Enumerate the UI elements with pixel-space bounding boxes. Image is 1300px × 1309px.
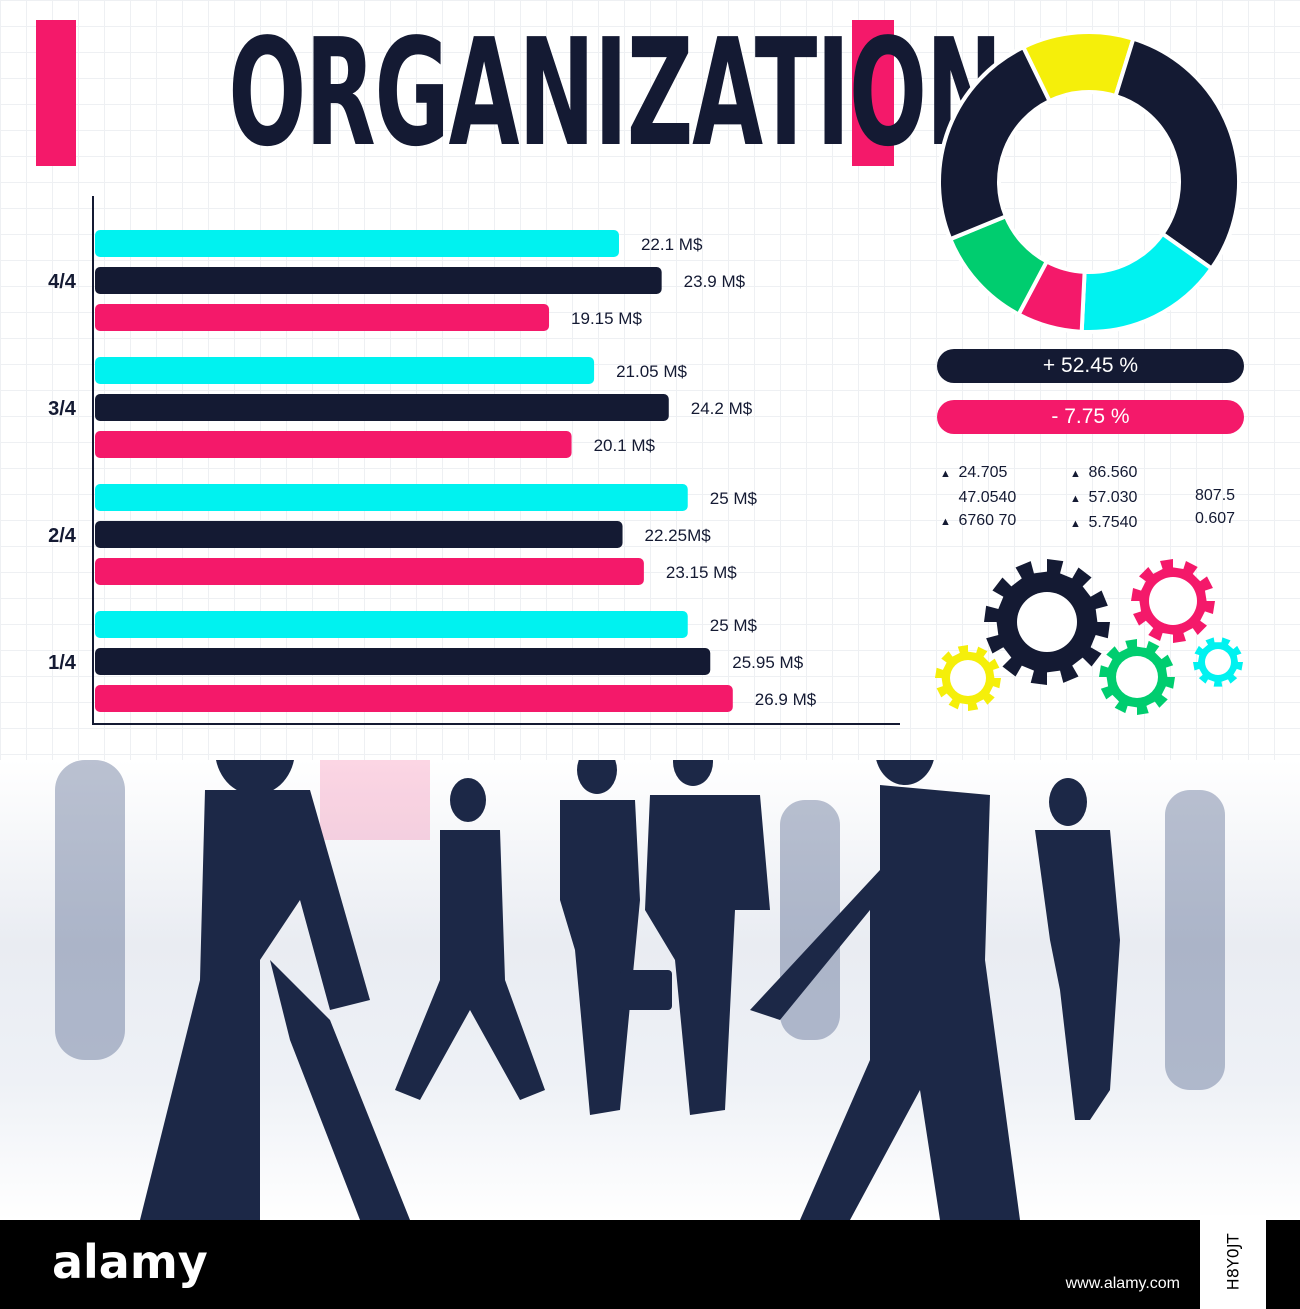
bar (95, 431, 572, 458)
bar-value-label: 22.25M$ (645, 526, 712, 545)
bar-value-label: 25 M$ (710, 616, 758, 635)
brand-url: www.alamy.com (1065, 1275, 1180, 1292)
stats-column-3: 807.5 0.607 (1195, 484, 1235, 530)
triangle-up-icon: ▲ (1070, 518, 1081, 530)
gear-icon (1131, 559, 1215, 643)
stats-column-2: ▲ 86.560 ▲ 57.030 ▲ 5.7540 (1070, 461, 1137, 536)
stats-column-1: ▲ 24.705 47.0540 ▲ 6760 70 (940, 461, 1016, 534)
bar (95, 304, 550, 331)
gear-icon (1099, 639, 1175, 715)
stat-row: ▲ 5.7540 (1070, 511, 1137, 536)
gear-icon (984, 559, 1110, 685)
title-accent-left (36, 20, 76, 166)
triangle-up-icon: ▲ (1070, 468, 1081, 480)
bar-value-label: 20.1 M$ (594, 436, 656, 455)
percent-down-pill: - 7.75 % (937, 400, 1244, 434)
gears-illustration (935, 559, 1243, 715)
bar (95, 394, 669, 421)
stat-row: ▲ 86.560 (1070, 461, 1137, 486)
bar (95, 357, 595, 384)
bar (95, 648, 711, 675)
category-label: 3/4 (48, 398, 77, 420)
bar (95, 558, 644, 585)
bar (95, 230, 619, 257)
gear-icon (1193, 637, 1243, 687)
image-id-badge: H8Y0JT (1200, 1215, 1266, 1309)
bar-value-label: 19.15 M$ (571, 309, 642, 328)
bar-value-label: 23.9 M$ (684, 272, 746, 291)
stat-row: ▲ 24.705 (940, 461, 1016, 486)
business-people-photo (0, 760, 1300, 1220)
percent-up-pill: + 52.45 % (937, 349, 1244, 383)
triangle-up-icon: ▲ (1070, 493, 1081, 505)
bar (95, 484, 688, 511)
stat-row: ▲ 57.030 (1070, 486, 1137, 511)
category-label: 1/4 (48, 652, 77, 674)
triangle-up-icon: ▲ (940, 516, 951, 528)
bar-value-label: 25.95 M$ (732, 653, 803, 672)
donut-slice (937, 44, 1053, 242)
bar-value-label: 21.05 M$ (616, 362, 687, 381)
donut-chart (937, 30, 1241, 334)
gear-icon (935, 645, 1001, 711)
bar (95, 267, 662, 294)
bar-value-label: 24.2 M$ (691, 399, 753, 418)
bar-value-label: 26.9 M$ (755, 690, 817, 709)
bar (95, 521, 623, 548)
brand-logo: alamy (52, 1235, 208, 1289)
donut-slice (1113, 36, 1241, 272)
stat-row: 47.0540 (958, 489, 1017, 506)
bar (95, 611, 688, 638)
category-label: 4/4 (48, 271, 77, 293)
title-accent-right (852, 20, 894, 166)
bar-value-label: 22.1 M$ (641, 235, 703, 254)
bar-value-label: 25 M$ (710, 489, 758, 508)
bar (95, 685, 733, 712)
stat-row: ▲ 6760 70 (940, 509, 1016, 534)
stat-row: 807.5 (1195, 487, 1236, 504)
bar-chart: 4/4 22.1 M$ 23.9 M$ 19.15 M$ 3/4 21.05 M$24.2… (48, 196, 900, 725)
triangle-up-icon: ▲ (940, 468, 951, 480)
people-silhouettes (55, 760, 1225, 1220)
category-label: 2/4 (48, 525, 77, 547)
stat-row: 0.607 (1195, 510, 1236, 527)
bar-value-label: 23.15 M$ (666, 563, 737, 582)
page-title: ORGANIZATION (228, 7, 1002, 179)
footer-bar (0, 1220, 1300, 1309)
